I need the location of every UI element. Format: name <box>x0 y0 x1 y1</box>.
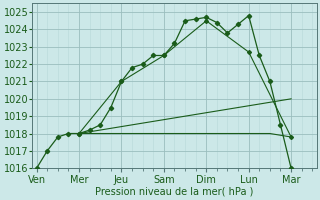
X-axis label: Pression niveau de la mer( hPa ): Pression niveau de la mer( hPa ) <box>95 187 254 197</box>
